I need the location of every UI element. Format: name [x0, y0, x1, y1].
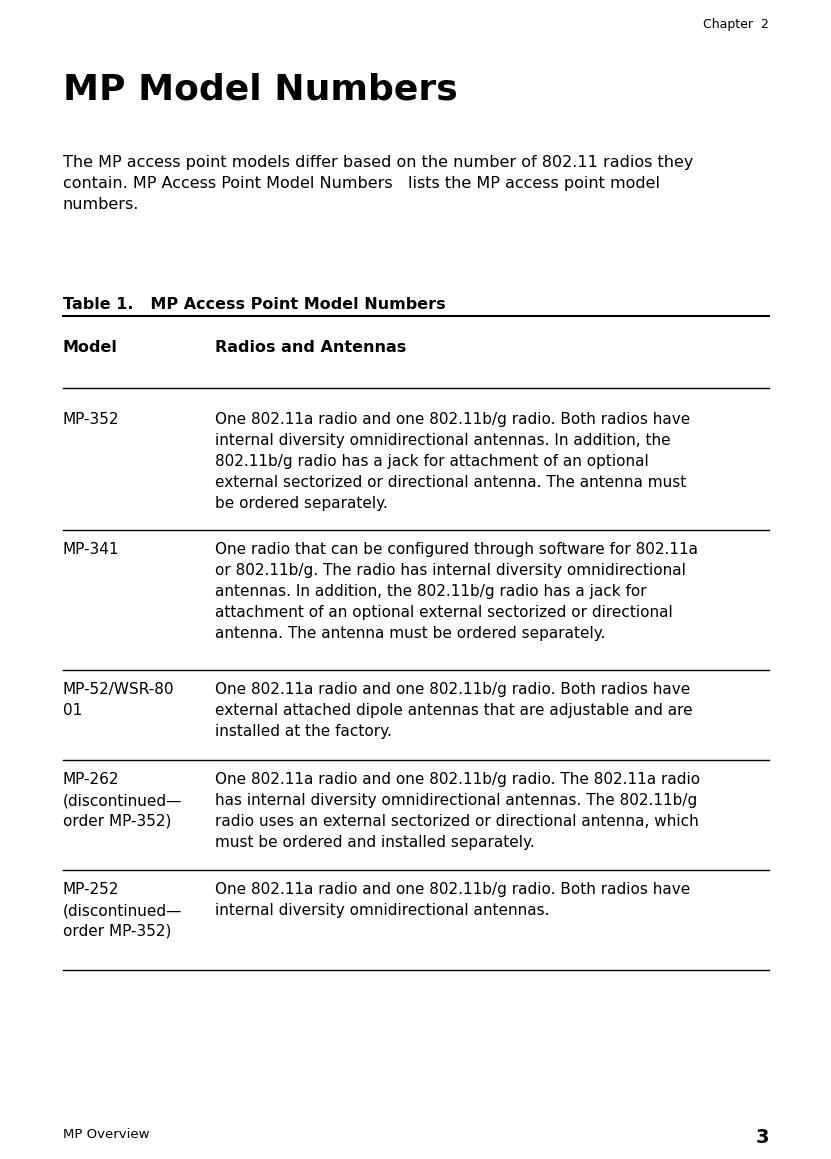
Text: radio uses an external sectorized or directional antenna, which: radio uses an external sectorized or dir… [215, 814, 699, 829]
Text: has internal diversity omnidirectional antennas. The 802.11b/g: has internal diversity omnidirectional a… [215, 793, 697, 808]
Text: MP Overview: MP Overview [63, 1128, 150, 1140]
Text: MP-352: MP-352 [63, 411, 120, 427]
Text: internal diversity omnidirectional antennas.: internal diversity omnidirectional anten… [215, 903, 549, 918]
Text: 802.11b/g radio has a jack for attachment of an optional: 802.11b/g radio has a jack for attachmen… [215, 454, 649, 469]
Text: 3: 3 [755, 1128, 769, 1147]
Text: internal diversity omnidirectional antennas. In addition, the: internal diversity omnidirectional anten… [215, 433, 671, 449]
Text: Radios and Antennas: Radios and Antennas [215, 340, 406, 355]
Text: (discontinued—: (discontinued— [63, 903, 182, 918]
Text: One 802.11a radio and one 802.11b/g radio. Both radios have: One 802.11a radio and one 802.11b/g radi… [215, 411, 691, 427]
Text: antenna. The antenna must be ordered separately.: antenna. The antenna must be ordered sep… [215, 626, 606, 641]
Text: One 802.11a radio and one 802.11b/g radio. The 802.11a radio: One 802.11a radio and one 802.11b/g radi… [215, 772, 701, 787]
Text: Chapter  2: Chapter 2 [703, 19, 769, 31]
Text: One 802.11a radio and one 802.11b/g radio. Both radios have: One 802.11a radio and one 802.11b/g radi… [215, 681, 691, 697]
Text: contain. MP Access Point Model Numbers   lists the MP access point model: contain. MP Access Point Model Numbers l… [63, 176, 660, 191]
Text: external attached dipole antennas that are adjustable and are: external attached dipole antennas that a… [215, 704, 692, 717]
Text: order MP-352): order MP-352) [63, 814, 171, 829]
Text: MP Model Numbers: MP Model Numbers [63, 72, 458, 105]
Text: Table 1.   MP Access Point Model Numbers: Table 1. MP Access Point Model Numbers [63, 297, 445, 312]
Text: antennas. In addition, the 802.11b/g radio has a jack for: antennas. In addition, the 802.11b/g rad… [215, 584, 647, 599]
Text: be ordered separately.: be ordered separately. [215, 496, 388, 511]
Text: Model: Model [63, 340, 118, 355]
Text: The MP access point models differ based on the number of 802.11 radios they: The MP access point models differ based … [63, 155, 693, 170]
Text: order MP-352): order MP-352) [63, 924, 171, 939]
Text: One radio that can be configured through software for 802.11a: One radio that can be configured through… [215, 542, 698, 557]
Text: MP-262: MP-262 [63, 772, 120, 787]
Text: external sectorized or directional antenna. The antenna must: external sectorized or directional anten… [215, 475, 686, 490]
Text: MP-52/WSR-80: MP-52/WSR-80 [63, 681, 175, 697]
Text: or 802.11b/g. The radio has internal diversity omnidirectional: or 802.11b/g. The radio has internal div… [215, 563, 686, 578]
Text: MP-341: MP-341 [63, 542, 120, 557]
Text: installed at the factory.: installed at the factory. [215, 724, 392, 739]
Text: One 802.11a radio and one 802.11b/g radio. Both radios have: One 802.11a radio and one 802.11b/g radi… [215, 882, 691, 897]
Text: attachment of an optional external sectorized or directional: attachment of an optional external secto… [215, 605, 673, 620]
Text: MP-252: MP-252 [63, 882, 120, 897]
Text: numbers.: numbers. [63, 197, 140, 212]
Text: 01: 01 [63, 704, 82, 717]
Text: must be ordered and installed separately.: must be ordered and installed separately… [215, 834, 535, 850]
Text: (discontinued—: (discontinued— [63, 793, 182, 808]
